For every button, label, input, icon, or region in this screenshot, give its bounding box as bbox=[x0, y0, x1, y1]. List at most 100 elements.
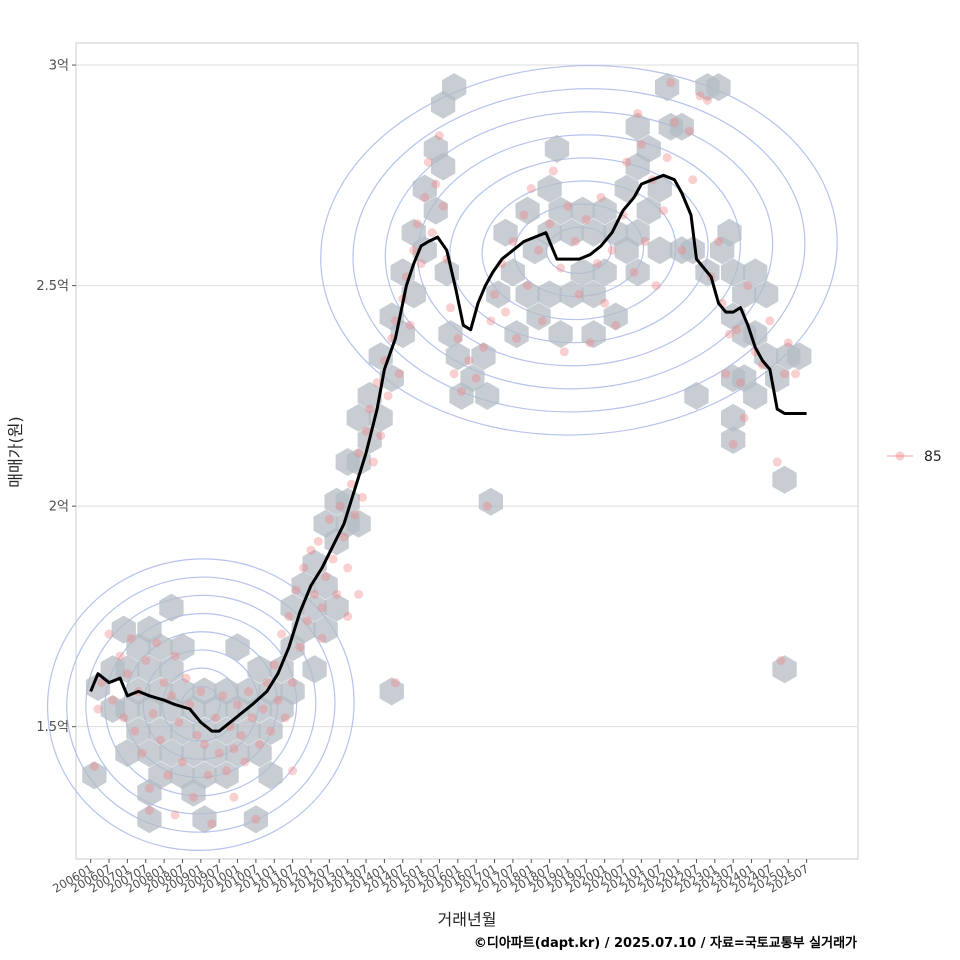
data-point bbox=[207, 819, 217, 829]
hexbin-cell bbox=[504, 320, 529, 349]
data-point bbox=[104, 629, 114, 639]
data-point bbox=[365, 404, 375, 414]
data-point bbox=[453, 334, 463, 344]
data-point bbox=[291, 585, 301, 595]
data-point bbox=[534, 245, 544, 255]
hexbin-cell bbox=[170, 633, 195, 662]
hexbin-cell bbox=[137, 739, 162, 768]
data-point bbox=[669, 117, 679, 127]
data-point bbox=[743, 281, 753, 291]
scatter-points bbox=[89, 78, 801, 829]
data-point bbox=[166, 691, 176, 701]
hexbin-cell bbox=[302, 655, 327, 684]
data-point bbox=[130, 726, 140, 736]
hexbin-cell bbox=[680, 236, 705, 265]
contour-line bbox=[384, 111, 774, 390]
data-point bbox=[236, 730, 246, 740]
data-point bbox=[188, 792, 198, 802]
data-point bbox=[108, 695, 118, 705]
x-axis-title: 거래년월 bbox=[438, 910, 497, 929]
data-point bbox=[324, 514, 334, 524]
hexbin-cell bbox=[357, 381, 382, 410]
hexbin-cell bbox=[515, 280, 540, 309]
data-point bbox=[247, 713, 257, 723]
hexbin-cell bbox=[732, 280, 757, 309]
data-point bbox=[666, 78, 676, 88]
data-point bbox=[688, 175, 698, 185]
data-point bbox=[119, 713, 129, 723]
hexbin-cell bbox=[743, 258, 768, 287]
data-point bbox=[471, 373, 481, 383]
data-point bbox=[581, 214, 591, 224]
data-point bbox=[662, 153, 672, 163]
data-point bbox=[155, 735, 165, 745]
data-point bbox=[350, 510, 360, 520]
x-axis: 2006012006072007012007072008012008072009… bbox=[50, 859, 811, 896]
data-point bbox=[585, 338, 595, 348]
y-tick-label: 3억 bbox=[49, 59, 69, 74]
data-point bbox=[721, 369, 731, 379]
hexbin-cell bbox=[559, 280, 584, 309]
hexbin-cell bbox=[544, 134, 570, 163]
hexbin-cell bbox=[522, 236, 547, 265]
data-point bbox=[144, 805, 154, 815]
data-point bbox=[427, 228, 437, 238]
hexbin-cell bbox=[526, 302, 551, 331]
hexbin-cell bbox=[581, 218, 606, 247]
data-point bbox=[438, 201, 448, 211]
data-point bbox=[163, 770, 173, 780]
hexbin-cell bbox=[537, 280, 562, 309]
hexbin-cell bbox=[754, 342, 779, 371]
data-point bbox=[126, 633, 136, 643]
data-point bbox=[203, 770, 213, 780]
data-point bbox=[695, 91, 705, 101]
hexbin-cell bbox=[537, 174, 562, 203]
hexbin-cell bbox=[247, 739, 272, 768]
hexbin-cell bbox=[214, 761, 239, 790]
data-point bbox=[739, 413, 749, 423]
data-point bbox=[229, 744, 239, 754]
data-point bbox=[456, 386, 466, 396]
data-point bbox=[343, 563, 353, 573]
data-point bbox=[607, 245, 617, 255]
data-point bbox=[152, 638, 162, 648]
hexbin-cell bbox=[159, 593, 184, 622]
hexbin-cell bbox=[486, 280, 511, 309]
data-point bbox=[596, 192, 606, 202]
data-point bbox=[482, 501, 492, 511]
data-point bbox=[640, 236, 650, 246]
hexbin-cell bbox=[302, 593, 327, 622]
data-point bbox=[390, 678, 400, 688]
data-point bbox=[713, 236, 723, 246]
hexbin-cell bbox=[159, 655, 184, 684]
data-point bbox=[144, 783, 154, 793]
data-point bbox=[346, 479, 356, 489]
data-point bbox=[445, 303, 455, 313]
hexbin-cell bbox=[721, 403, 746, 432]
data-point bbox=[658, 206, 668, 216]
data-point bbox=[255, 739, 265, 749]
data-point bbox=[508, 236, 518, 246]
y-tick-label: 2.5억 bbox=[36, 279, 69, 294]
data-point bbox=[512, 334, 522, 344]
hexbin-cell bbox=[625, 112, 650, 141]
data-point bbox=[148, 708, 158, 718]
data-point bbox=[332, 589, 342, 599]
hexbin-cell bbox=[471, 342, 496, 371]
data-point bbox=[629, 267, 639, 277]
hexbin-cell bbox=[423, 196, 448, 225]
hexbin-cell bbox=[475, 381, 500, 410]
data-point bbox=[288, 766, 298, 776]
hexbin-cell bbox=[412, 174, 437, 203]
hexbin-cell bbox=[379, 364, 404, 393]
data-point bbox=[772, 457, 782, 467]
data-point bbox=[258, 704, 268, 714]
hexbin-cell bbox=[438, 320, 463, 349]
data-point bbox=[563, 201, 573, 211]
data-point bbox=[361, 426, 371, 436]
hexbin-cell bbox=[592, 258, 617, 287]
hexbin-cell bbox=[581, 320, 606, 349]
data-point bbox=[159, 678, 169, 688]
hexbin-cell bbox=[647, 236, 672, 265]
